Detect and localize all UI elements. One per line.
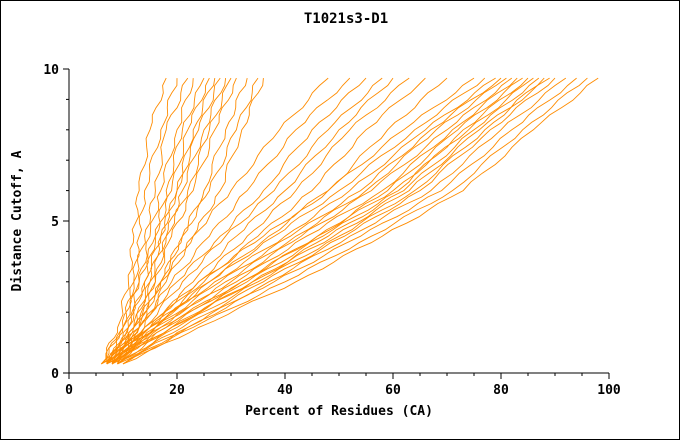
chart-title: T1021s3-D1 [304, 11, 388, 27]
y-tick-label: 5 [51, 215, 59, 230]
model-curve [106, 77, 205, 365]
x-tick-label: 0 [65, 383, 73, 398]
model-curve [106, 77, 523, 365]
tick-labels: 0 20 40 60 80 100 0 5 10 [43, 63, 621, 398]
x-axis-label: Percent of Residues (CA) [245, 404, 433, 419]
model-curve [117, 77, 577, 365]
model-curve [111, 77, 518, 365]
model-curve [122, 77, 588, 365]
y-tick-label: 10 [43, 63, 59, 78]
x-tick-label: 40 [277, 383, 293, 398]
model-curve [101, 77, 513, 365]
model-curve [122, 77, 567, 365]
y-axis-label: Distance Cutoff, A [10, 150, 25, 291]
y-tick-label: 0 [51, 367, 59, 382]
model-curve [101, 77, 210, 365]
x-tick-label: 80 [493, 383, 509, 398]
model-curve [101, 77, 496, 365]
model-curve [117, 77, 545, 365]
model-curve [101, 77, 167, 365]
model-curve [106, 77, 329, 365]
model-curve [101, 77, 475, 365]
model-curve [117, 78, 227, 365]
model-curve [122, 77, 599, 365]
x-tick-label: 100 [597, 383, 621, 398]
model-curve [117, 77, 426, 365]
model-curves [101, 77, 599, 365]
x-tick-label: 60 [385, 383, 401, 398]
x-tick-label: 20 [169, 383, 185, 398]
model-curve [111, 77, 351, 365]
model-curve [112, 77, 550, 365]
model-curve [106, 77, 221, 365]
model-curve [106, 77, 540, 365]
model-curve [106, 77, 367, 365]
model-curve [111, 77, 534, 365]
tick-marks [63, 68, 610, 379]
model-curve [117, 77, 556, 365]
